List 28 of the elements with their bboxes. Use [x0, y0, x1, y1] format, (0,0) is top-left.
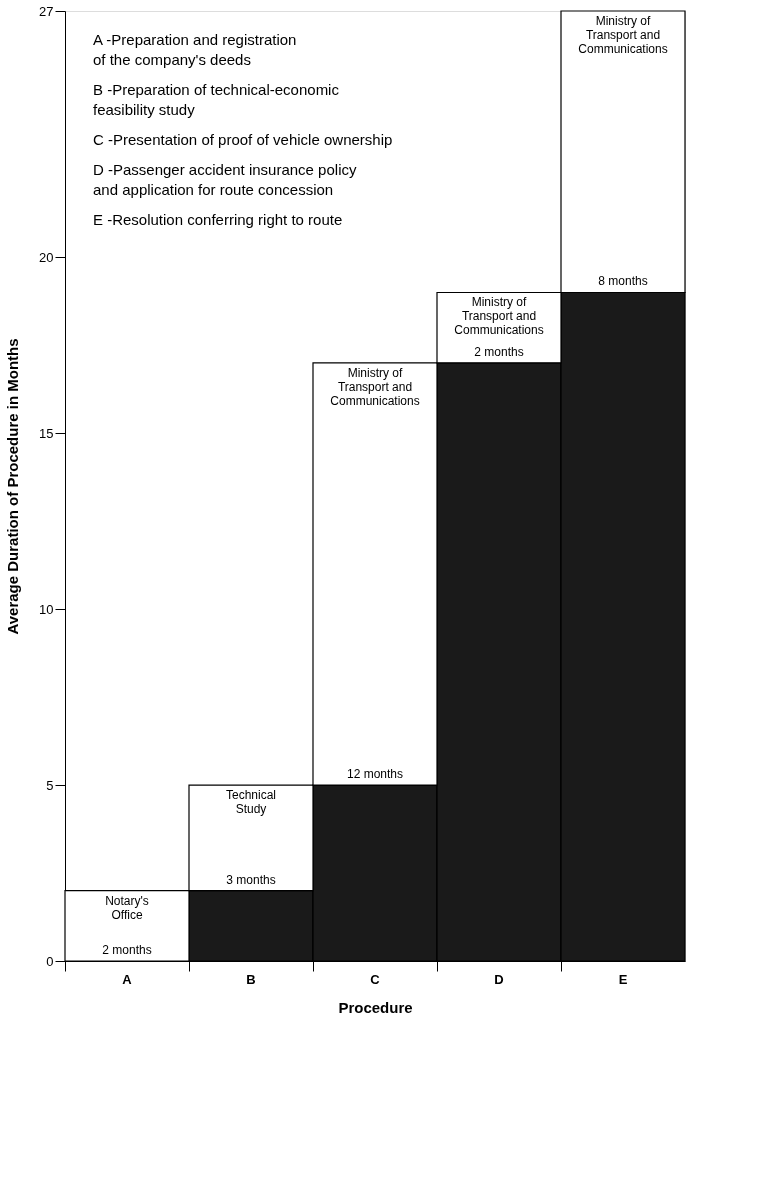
- x-tick-label: D: [494, 971, 504, 987]
- x-tick-label: C: [370, 971, 381, 987]
- data-label: 12 months: [346, 767, 404, 782]
- data-label: 2 months: [102, 943, 152, 957]
- annotation: Ministry of Transport and Communications: [454, 295, 544, 338]
- x-tick-label: A: [122, 971, 133, 987]
- annotation: D -Passenger accident insurance policy and application for route concession: [93, 161, 357, 198]
- y-tick-label: 10: [39, 601, 54, 617]
- annotation: Technical Study: [225, 788, 277, 817]
- y-tick-label: 15: [39, 425, 54, 441]
- annotation: Ministry of Transport and Communications: [578, 14, 668, 56]
- annotation: B -Preparation of technical-economic feasibility study: [93, 81, 340, 118]
- annotation: Notary's Office: [105, 893, 149, 922]
- y-tick-label: 0: [46, 953, 54, 969]
- y-tick-label: 27: [39, 3, 54, 19]
- data-label: 3 months: [226, 872, 276, 887]
- y-tick-label: 5: [46, 777, 54, 793]
- annotation: A -Preparation and registration of the company's deeds: [93, 31, 297, 68]
- y-axis-title: Average Duration of Procedure in Months: [4, 338, 22, 635]
- x-tick-label: B: [246, 971, 256, 987]
- y-tick-label: 20: [39, 249, 54, 265]
- annotation: E -Resolution conferring right to route: [93, 211, 343, 228]
- annotation: Ministry of Transport and Communications: [330, 365, 420, 408]
- data-label: 8 months: [598, 274, 648, 289]
- data-label: 2 months: [474, 344, 524, 359]
- x-axis-title: Procedure: [338, 998, 413, 1016]
- annotation: C -Presentation of proof of vehicle ownership: [93, 131, 393, 148]
- x-tick-label: E: [618, 971, 628, 987]
